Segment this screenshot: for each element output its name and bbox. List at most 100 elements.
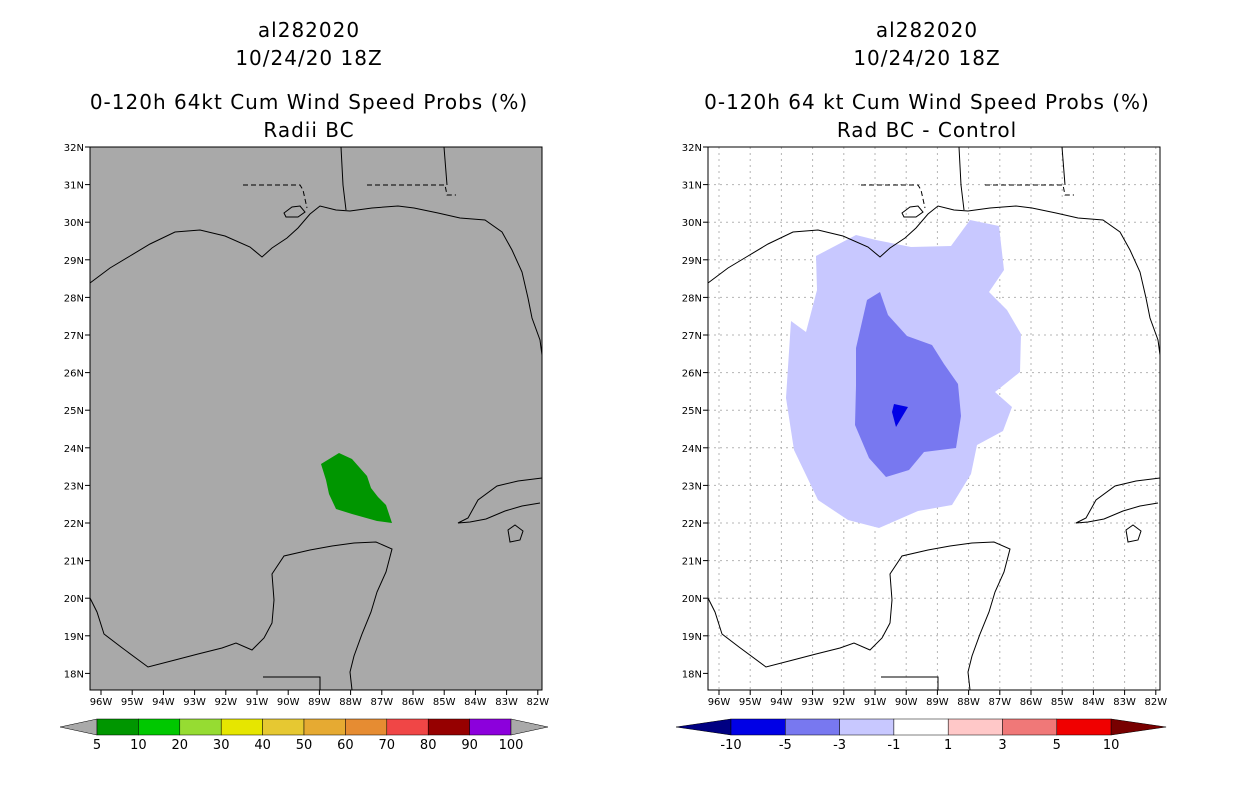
left-title-experiment: Radii BC bbox=[263, 118, 355, 142]
lat-tick-label: 19N bbox=[64, 632, 84, 643]
colorbar-under-triangle bbox=[59, 718, 98, 736]
colorbar-label: 60 bbox=[337, 738, 354, 753]
border-segment bbox=[243, 184, 308, 209]
right-colorbar: -10 -5 -3 -1 1 3 5 10 bbox=[675, 718, 1167, 753]
lat-tick-label: 28N bbox=[682, 293, 702, 304]
right-map: 32N 31N 30N 29N 28N 27N 26N 25N 24N 23N 22N 21N 20N 1… bbox=[675, 143, 1167, 753]
lat-tick-label: 32N bbox=[682, 143, 702, 154]
right-axis-ticks: 32N 31N 30N 29N 28N 27N 26N 25N 24N 23N 22N 21N 20N 1… bbox=[682, 143, 1167, 708]
lat-tick-label: 22N bbox=[682, 519, 702, 530]
lon-tick-label: 85W bbox=[433, 697, 456, 708]
border-segment bbox=[861, 184, 926, 209]
lat-tick-label: 31N bbox=[64, 181, 84, 192]
lat-tick-label: 27N bbox=[64, 331, 84, 342]
colorbar-box bbox=[785, 718, 840, 736]
colorbar-label: 3 bbox=[998, 738, 1006, 753]
left-title-date: 10/24/20 18Z bbox=[235, 46, 383, 70]
lat-tick-label: 26N bbox=[64, 369, 84, 380]
coastline-segment bbox=[507, 524, 524, 543]
colorbar-box bbox=[730, 718, 786, 736]
left-probability-fill bbox=[321, 453, 392, 523]
lat-tick-label: 20N bbox=[682, 594, 702, 605]
lat-tick-label: 30N bbox=[64, 218, 84, 229]
colorbar-label: 40 bbox=[254, 738, 271, 753]
lon-tick-label: 85W bbox=[1051, 697, 1074, 708]
colorbar-label: 80 bbox=[420, 738, 437, 753]
colorbar-label: 30 bbox=[213, 738, 230, 753]
right-map-frame bbox=[707, 146, 1161, 691]
colorbar-box bbox=[138, 718, 181, 736]
border-segment bbox=[443, 146, 448, 186]
colorbar-label: -3 bbox=[833, 738, 846, 753]
colorbar-label: 70 bbox=[379, 738, 396, 753]
lon-tick-label: 90W bbox=[277, 697, 300, 708]
lat-tick-label: 24N bbox=[682, 444, 702, 455]
lat-tick-label: 29N bbox=[64, 256, 84, 267]
colorbar-label: 90 bbox=[461, 738, 478, 753]
colorbar-label: -1 bbox=[887, 738, 900, 753]
colorbar-box bbox=[345, 718, 388, 736]
coastline-segment bbox=[707, 205, 1161, 356]
lon-tick-label: 93W bbox=[801, 697, 824, 708]
border-segment bbox=[985, 184, 1074, 196]
lon-tick-label: 83W bbox=[1113, 697, 1136, 708]
lon-tick-label: 95W bbox=[121, 697, 144, 708]
colorbar-label: 5 bbox=[1053, 738, 1061, 753]
border-segment bbox=[340, 146, 347, 211]
colorbar-box bbox=[96, 718, 139, 736]
coastline-segment bbox=[283, 205, 306, 218]
lon-tick-label: 94W bbox=[770, 697, 793, 708]
lon-tick-label: 87W bbox=[370, 697, 393, 708]
lon-tick-label: 84W bbox=[464, 697, 487, 708]
lat-tick-label: 19N bbox=[682, 632, 702, 643]
lat-tick-label: 31N bbox=[682, 181, 702, 192]
lon-tick-label: 89W bbox=[926, 697, 949, 708]
colorbar-label: -10 bbox=[720, 738, 741, 753]
colorbar-over-triangle bbox=[1110, 718, 1167, 736]
left-state-borders bbox=[243, 146, 456, 690]
lon-tick-label: 94W bbox=[152, 697, 175, 708]
lon-tick-label: 82W bbox=[1144, 697, 1167, 708]
colorbar-box bbox=[179, 718, 222, 736]
border-segment bbox=[263, 676, 321, 690]
difference-region-minus10-minus5 bbox=[892, 404, 908, 427]
colorbar-box bbox=[386, 718, 429, 736]
lon-tick-label: 89W bbox=[308, 697, 331, 708]
left-panel: al282020 10/24/20 18Z 0-120h 64kt Cum Wi… bbox=[59, 18, 549, 753]
lat-tick-label: 30N bbox=[682, 218, 702, 229]
colorbar-box bbox=[839, 718, 895, 736]
lon-tick-label: 96W bbox=[708, 697, 731, 708]
right-title-experiment: Rad BC - Control bbox=[836, 118, 1018, 142]
lat-tick-label: 24N bbox=[64, 444, 84, 455]
colorbar-box bbox=[947, 718, 1003, 736]
coastline-segment bbox=[1075, 477, 1161, 524]
lat-tick-label: 25N bbox=[64, 406, 84, 417]
right-panel: al282020 10/24/20 18Z 0-120h 64 kt Cum W… bbox=[618, 0, 1236, 800]
lon-tick-label: 92W bbox=[214, 697, 237, 708]
lat-tick-label: 21N bbox=[682, 557, 702, 568]
lon-tick-label: 91W bbox=[864, 697, 887, 708]
colorbar-box bbox=[262, 718, 305, 736]
colorbar-box bbox=[469, 718, 512, 736]
colorbar-label: 50 bbox=[296, 738, 313, 753]
lat-tick-label: 25N bbox=[682, 406, 702, 417]
colorbar-label: 5 bbox=[93, 738, 101, 753]
lon-tick-label: 86W bbox=[402, 697, 425, 708]
probability-region-5-10 bbox=[321, 453, 392, 523]
left-map: 32N 31N 30N 29N 28N 27N 26N 25N 24N 23N 22N 21N 20N 1… bbox=[59, 143, 549, 753]
lon-tick-label: 93W bbox=[183, 697, 206, 708]
left-title-storm-id: al282020 bbox=[257, 18, 361, 42]
colorbar-label: 100 bbox=[499, 738, 524, 753]
lat-tick-label: 29N bbox=[682, 256, 702, 267]
lon-tick-label: 92W bbox=[832, 697, 855, 708]
left-map-frame bbox=[89, 146, 543, 691]
lat-tick-label: 18N bbox=[682, 669, 702, 680]
colorbar-box bbox=[427, 718, 470, 736]
colorbar-box bbox=[893, 718, 949, 736]
lat-tick-label: 18N bbox=[64, 669, 84, 680]
right-title-product: 0-120h 64 kt Cum Wind Speed Probs (%) bbox=[704, 90, 1150, 114]
lat-tick-label: 32N bbox=[64, 143, 84, 154]
coastline-segment bbox=[901, 205, 924, 218]
right-difference-fill bbox=[786, 220, 1021, 528]
left-colorbar: 5 10 20 30 40 50 60 70 80 90 100 bbox=[59, 718, 549, 753]
